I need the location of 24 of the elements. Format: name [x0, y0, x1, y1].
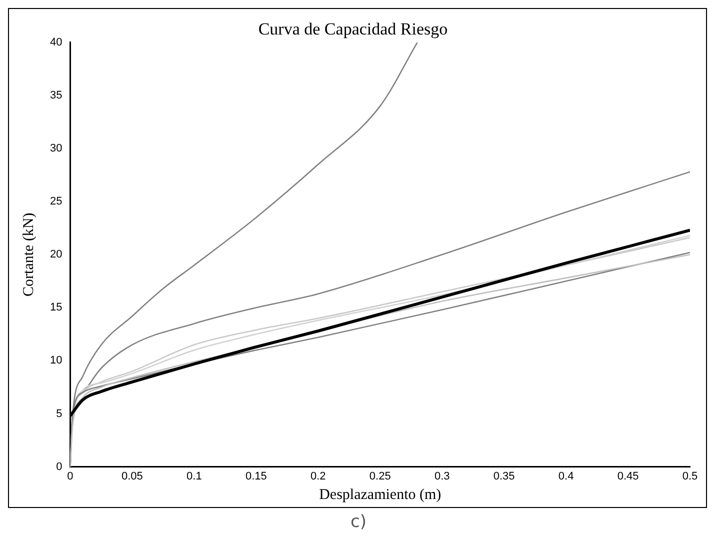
y-tick-label: 40: [50, 36, 62, 48]
x-tick-label: 0.05: [122, 470, 143, 482]
text: c): [350, 512, 368, 532]
x-tick-label: 0: [67, 470, 74, 482]
x-tick-label: 0.35: [493, 470, 515, 482]
y-tick-label: 30: [50, 142, 62, 155]
y-tick-label: 0: [56, 460, 62, 473]
x-tick-label: 0.1: [186, 470, 202, 482]
x-axis-title: Desplazamiento (m): [319, 486, 442, 503]
y-tick-label: 10: [50, 354, 62, 367]
chart-title: Curva de Capacidad Riesgo: [258, 20, 448, 39]
x-tick-label: 0.4: [558, 470, 574, 482]
y-tick-label: 20: [50, 248, 62, 261]
y-tick-label: 15: [50, 302, 62, 314]
y-axis-title: Cortante (kN): [20, 212, 37, 296]
x-tick-label: 0.15: [245, 470, 267, 482]
x-tick-label: 0.25: [369, 470, 391, 482]
x-tick-label: 0.3: [434, 470, 450, 482]
x-tick-label: 0.2: [310, 470, 326, 482]
y-tick-label: 35: [50, 89, 62, 102]
y-tick-label: 5: [56, 408, 62, 420]
y-tick-label: 25: [50, 196, 62, 208]
x-tick-label: 0.45: [617, 470, 639, 482]
x-tick-label: 0.5: [682, 470, 698, 482]
